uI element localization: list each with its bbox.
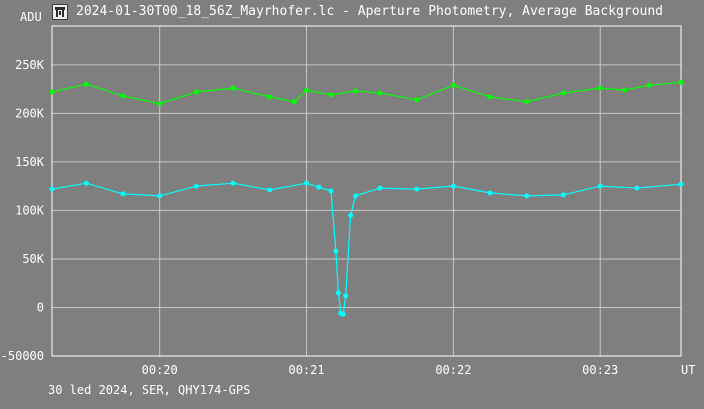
y-tick-label: 250K xyxy=(15,58,45,72)
data-point xyxy=(267,94,273,100)
data-point xyxy=(450,82,456,88)
data-point xyxy=(328,92,334,98)
data-point xyxy=(291,99,297,105)
data-point xyxy=(597,85,603,91)
data-point xyxy=(193,89,199,95)
title-bar: 2024-01-30T00_18_56Z_Mayrhofer.lc - Aper… xyxy=(0,0,704,24)
aperture-series xyxy=(49,79,684,107)
data-point xyxy=(414,186,420,192)
data-point xyxy=(353,88,358,94)
data-point xyxy=(120,191,126,197)
data-point xyxy=(157,101,163,107)
data-point xyxy=(340,311,346,317)
data-point xyxy=(83,180,89,186)
background-series xyxy=(49,180,684,317)
data-point xyxy=(328,188,334,194)
window-title: 2024-01-30T00_18_56Z_Mayrhofer.lc - Aper… xyxy=(76,4,663,19)
data-point xyxy=(377,185,383,191)
data-point xyxy=(157,193,163,199)
data-point xyxy=(49,89,55,95)
data-point xyxy=(83,81,89,87)
y-tick-label: 0 xyxy=(37,300,44,314)
data-point xyxy=(120,93,126,99)
data-point xyxy=(353,193,358,199)
data-point xyxy=(49,186,55,192)
data-point xyxy=(450,183,456,189)
data-point xyxy=(622,87,628,93)
data-point xyxy=(561,192,566,198)
photometry-app-icon[interactable] xyxy=(52,4,68,20)
data-point xyxy=(487,94,493,100)
data-point xyxy=(524,193,530,199)
series-line xyxy=(51,182,682,316)
series-line xyxy=(51,81,682,105)
data-point xyxy=(343,293,349,299)
data-point xyxy=(333,248,339,254)
y-tick-label: -50000 xyxy=(1,349,44,363)
data-point xyxy=(304,180,309,186)
data-point xyxy=(646,82,652,88)
data-point xyxy=(634,185,640,191)
data-point xyxy=(193,183,199,189)
y-tick-label: 50K xyxy=(22,252,44,266)
y-tick-label: 100K xyxy=(15,203,45,217)
data-point xyxy=(597,183,603,189)
data-point xyxy=(524,99,530,105)
data-point xyxy=(316,184,322,190)
observation-info: 30 led 2024, SER, QHY174-GPS xyxy=(48,383,251,397)
data-point xyxy=(335,290,341,296)
chart-series xyxy=(49,79,684,317)
x-tick-label: 00:20 xyxy=(142,363,178,377)
data-point xyxy=(414,97,420,103)
data-point xyxy=(304,87,309,93)
chart-grid xyxy=(52,26,681,357)
x-tick-label: 00:23 xyxy=(582,363,618,377)
data-point xyxy=(561,90,566,96)
data-point xyxy=(678,181,684,187)
y-axis-label: ADU xyxy=(20,10,42,24)
plot-frame xyxy=(51,25,682,357)
y-tick-label: 150K xyxy=(15,155,45,169)
data-point xyxy=(267,187,273,193)
x-tick-label: 00:22 xyxy=(435,363,471,377)
data-point xyxy=(487,190,493,196)
y-tick-label: 200K xyxy=(15,106,45,120)
data-point xyxy=(230,85,236,91)
x-tick-label: 00:21 xyxy=(288,363,324,377)
data-point xyxy=(377,90,383,96)
chart-axes: ADU UT 250K 200K 150K 100K 50K 0 -50000 00:20 00… xyxy=(1,10,696,377)
data-point xyxy=(678,79,684,85)
data-point xyxy=(230,180,236,186)
x-axis-label: UT xyxy=(681,363,695,377)
data-point xyxy=(348,212,354,218)
